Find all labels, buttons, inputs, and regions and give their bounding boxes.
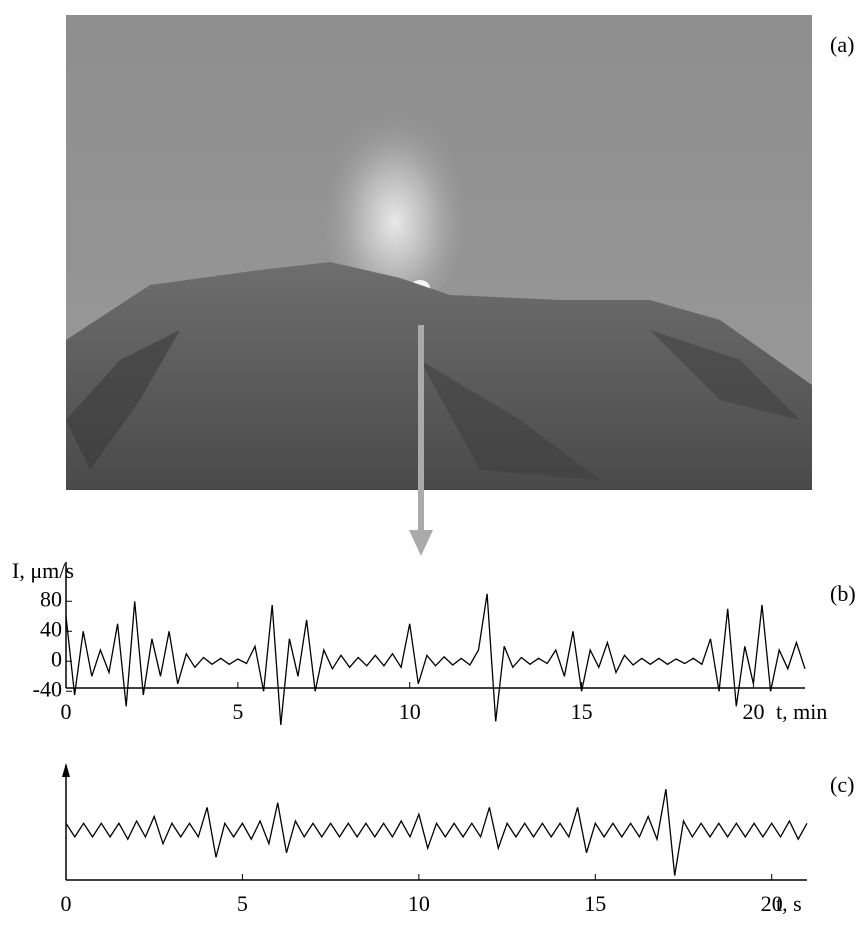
x-tick-label: 15 bbox=[571, 699, 593, 724]
y-axis-label: I, μm/s bbox=[12, 558, 74, 583]
panel-label: (c) bbox=[830, 772, 854, 797]
volcano-photo bbox=[66, 15, 812, 490]
x-tick-label: 5 bbox=[237, 891, 248, 916]
x-tick-label: 20 bbox=[761, 891, 783, 916]
x-tick-label: 15 bbox=[584, 891, 606, 916]
y-tick-label: 0 bbox=[51, 646, 62, 671]
axis-arrow bbox=[62, 763, 70, 777]
trace bbox=[65, 789, 808, 876]
x-tick-label: 0 bbox=[61, 699, 72, 724]
x-axis-label: t, min bbox=[776, 699, 827, 724]
y-tick-label: -40 bbox=[33, 676, 62, 701]
x-tick-label: 5 bbox=[232, 699, 243, 724]
trace bbox=[65, 593, 806, 726]
x-tick-label: 10 bbox=[408, 891, 430, 916]
y-tick-label: 80 bbox=[40, 586, 62, 611]
x-tick-label: 0 bbox=[61, 891, 72, 916]
x-tick-label: 20 bbox=[742, 699, 764, 724]
x-tick-label: 10 bbox=[399, 699, 421, 724]
panel-label: (a) bbox=[830, 32, 854, 57]
arrow bbox=[409, 325, 433, 556]
panel-label: (b) bbox=[830, 581, 856, 606]
y-tick-label: 40 bbox=[40, 616, 62, 641]
x-axis-label: t, s bbox=[776, 891, 802, 916]
